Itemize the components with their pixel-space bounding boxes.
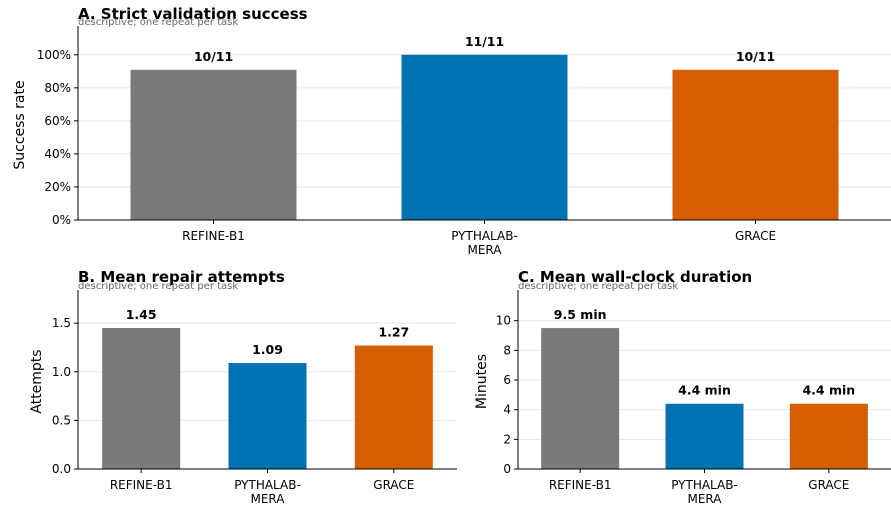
chart-a-ylabel: Success rate — [12, 80, 28, 169]
chart-a-ytick-label: 60% — [44, 114, 71, 128]
chart-a-xtick-label-2: PYTHALAB-MERA — [451, 229, 518, 257]
chart-a-xtick-label-1: REFINE-B1 — [182, 229, 245, 243]
chart-a-ytick-label: 100% — [37, 48, 71, 62]
chart-c-subtitle: descriptive; one repeat per task — [518, 281, 678, 292]
chart-a-xtick-line: GRACE — [735, 229, 776, 243]
chart-a-subtitle: descriptive; one repeat per task — [78, 17, 238, 28]
chart-b-data-label-3: 1.27 — [378, 325, 409, 340]
chart-c-xtick-line: MERA — [688, 492, 723, 506]
chart-a-xtick-label-3: GRACE — [735, 229, 776, 243]
chart-c-ylabel: Minutes — [474, 354, 490, 409]
chart-a-title: A. Strict validation success — [78, 5, 308, 23]
chart-c-bar-2 — [665, 403, 744, 469]
chart-c-xtick-label-1: REFINE-B1 — [549, 478, 612, 492]
chart-c-data-label-3: 4.4 min — [802, 383, 855, 398]
chart-a-bar-1 — [130, 69, 297, 220]
chart-c-data-label-1: 9.5 min — [554, 307, 607, 322]
chart-c-ytick-label: 8 — [503, 343, 511, 357]
chart-a-xtick-line: PYTHALAB- — [451, 229, 518, 243]
chart-b-title: B. Mean repair attempts — [78, 268, 285, 286]
chart-a-data-label-3: 10/11 — [736, 49, 775, 64]
chart-c-xtick-line: REFINE-B1 — [549, 478, 612, 492]
chart-c-xtick-line: GRACE — [808, 478, 849, 492]
chart-a-panel: A. Strict validation successdescriptive;… — [12, 5, 891, 257]
chart-c-data-label-2: 4.4 min — [678, 383, 731, 398]
chart-c-ytick-label: 10 — [496, 314, 511, 328]
chart-c-ytick-label: 2 — [503, 432, 511, 446]
chart-b-xtick-line: PYTHALAB- — [234, 478, 301, 492]
chart-c-ytick-label: 6 — [503, 373, 511, 387]
chart-b-xtick-line: GRACE — [373, 478, 414, 492]
chart-b-xtick-label-3: GRACE — [373, 478, 414, 492]
chart-a-ytick-label: 0% — [52, 213, 71, 227]
chart-a-bar-2 — [401, 54, 568, 220]
chart-b-xtick-label-1: REFINE-B1 — [110, 478, 173, 492]
chart-b-ytick-label: 0.0 — [52, 462, 71, 476]
chart-b-bar-1 — [102, 328, 181, 469]
chart-b-ylabel: Attempts — [29, 349, 45, 413]
chart-b-data-label-1: 1.45 — [126, 307, 157, 322]
chart-c-xtick-label-3: GRACE — [808, 478, 849, 492]
chart-b-xtick-line: MERA — [251, 492, 286, 506]
chart-c-bar-1 — [541, 328, 620, 469]
chart-b-xtick-label-2: PYTHALAB-MERA — [234, 478, 301, 506]
chart-b-ytick-label: 1.5 — [52, 316, 71, 330]
chart-b-bar-2 — [228, 363, 307, 469]
chart-a-data-label-2: 11/11 — [465, 34, 504, 49]
chart-c-panel: C. Mean wall-clock durationdescriptive; … — [474, 268, 891, 506]
chart-c-xtick-label-2: PYTHALAB-MERA — [671, 478, 738, 506]
chart-c-bar-3 — [789, 403, 868, 469]
chart-c-ytick-label: 0 — [503, 462, 511, 476]
chart-a-xtick-line: MERA — [468, 243, 503, 257]
chart-b-xtick-line: REFINE-B1 — [110, 478, 173, 492]
chart-a-ytick-label: 40% — [44, 147, 71, 161]
chart-a-ytick-label: 20% — [44, 180, 71, 194]
chart-b-ytick-label: 1.0 — [52, 365, 71, 379]
chart-c-xtick-line: PYTHALAB- — [671, 478, 738, 492]
chart-a-bar-3 — [672, 69, 839, 220]
chart-a-ytick-label: 80% — [44, 81, 71, 95]
chart-b-data-label-2: 1.09 — [252, 342, 283, 357]
chart-b-subtitle: descriptive; one repeat per task — [78, 281, 238, 292]
chart-a-data-label-1: 10/11 — [194, 49, 233, 64]
chart-c-title: C. Mean wall-clock duration — [518, 268, 752, 286]
chart-b-bar-3 — [354, 345, 433, 469]
chart-b-ytick-label: 0.5 — [52, 413, 71, 427]
chart-a-xtick-line: REFINE-B1 — [182, 229, 245, 243]
chart-c-ytick-label: 4 — [503, 403, 511, 417]
